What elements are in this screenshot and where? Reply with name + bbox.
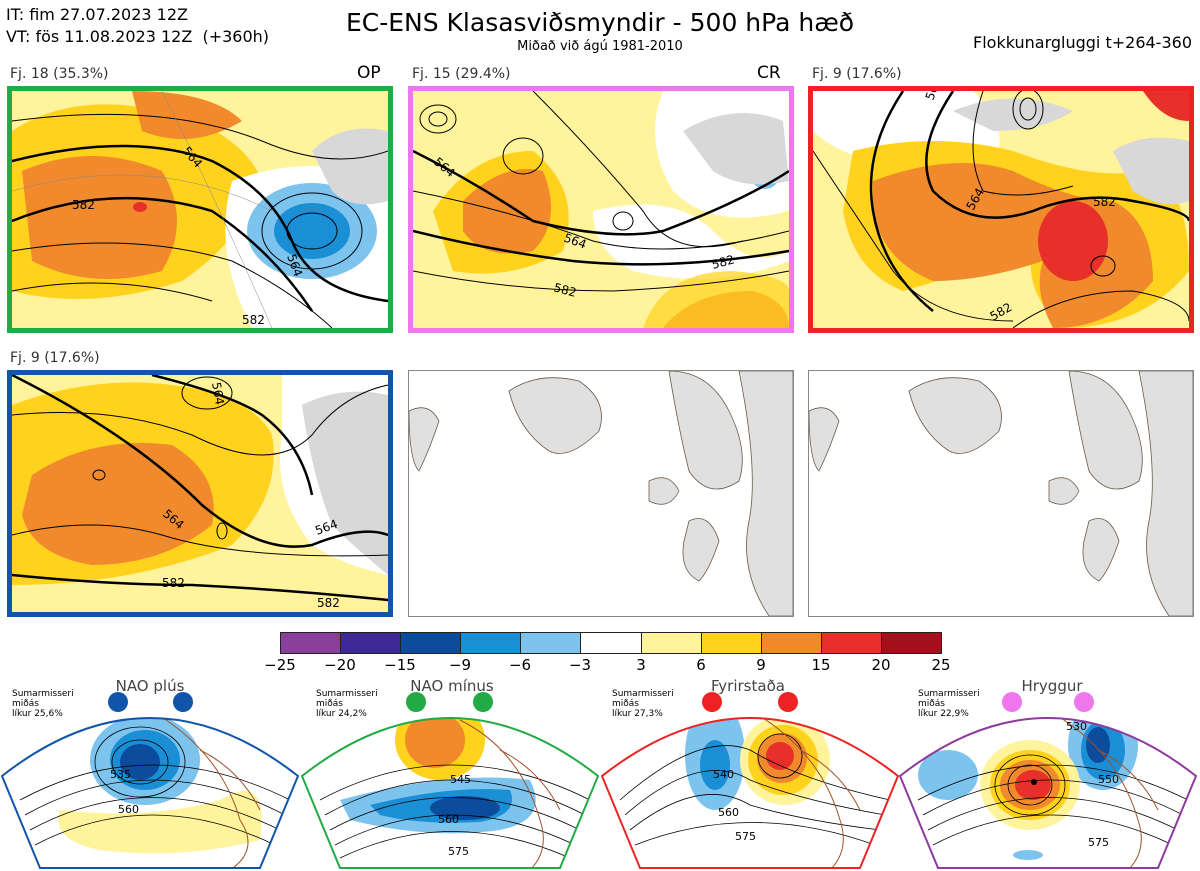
regime-2-title: NAO mínus (410, 677, 494, 695)
colorbar-swatch (881, 633, 942, 653)
regime-4-contour-label-3: 575 (1088, 836, 1109, 849)
cluster-map-1-graphic: 564 582 582 564 (12, 91, 388, 328)
regime-4-map: 530 550 575 (898, 692, 1198, 869)
empty-map-2-graphic (809, 371, 1193, 616)
classification-window: Flokkunargluggi t+264-360 (973, 33, 1192, 52)
regime-1-map: 535 560 (0, 692, 300, 869)
empty-map-1-graphic (409, 371, 793, 616)
colorbar-swatch (281, 633, 342, 653)
colorbar-swatch (521, 633, 582, 653)
panel-1-label: Fj. 18 (35.3%) (10, 66, 109, 82)
colorbar-tick: −15 (384, 656, 416, 674)
cluster-map-3: 564 564 582 582 (808, 86, 1194, 333)
colorbar-tick: −6 (508, 656, 532, 674)
panel-3-contour-label-1: 564 (923, 91, 944, 102)
page-subtitle: Miðað við ágú 1981-2010 (517, 39, 683, 54)
panel-2-contour-label-4: 582 (710, 252, 736, 271)
panel-2-tag: CR (757, 63, 781, 83)
panel-3-contour-label-3: 582 (1093, 195, 1116, 209)
colorbar-tick: −3 (568, 656, 592, 674)
regime-2-map: 545 560 575 (300, 692, 600, 869)
empty-map-2 (808, 370, 1194, 617)
regime-1-contour-label-2: 560 (118, 803, 139, 816)
panel-1-contour-label-2: 582 (72, 198, 95, 212)
regime-2-season: Sumarmisseri miðás líkur 24,2% (316, 689, 378, 719)
panel-3-label: Fj. 9 (17.6%) (812, 66, 902, 82)
regime-3-map: 540 560 575 (600, 692, 900, 869)
regime-4-season: Sumarmisseri miðás líkur 22,9% (918, 689, 980, 719)
colorbar-tick: 6 (696, 656, 706, 674)
regime-4-contour-label-2: 550 (1098, 773, 1119, 786)
empty-map-1 (408, 370, 794, 617)
cluster-map-2-graphic: 564 564 582 582 (413, 91, 789, 328)
colorbar-tick: −25 (264, 656, 296, 674)
colorbar-swatch (461, 633, 522, 653)
colorbar-swatch (761, 633, 822, 653)
cluster-map-4-graphic: 564 564 564 582 582 (12, 375, 388, 612)
colorbar-swatch (581, 633, 642, 653)
colorbar-tick: 15 (811, 656, 831, 674)
colorbar (280, 632, 942, 654)
colorbar-tick: 9 (756, 656, 766, 674)
panel-4-contour-label-4: 582 (162, 576, 185, 590)
valid-time: VT: fös 11.08.2023 12Z (+360h) (6, 27, 270, 46)
panel-2-label: Fj. 15 (29.4%) (412, 66, 511, 82)
regime-3-contour-label-1: 540 (713, 768, 734, 781)
regime-1-title: NAO plús (115, 677, 185, 695)
cluster-map-3-graphic: 564 564 582 582 (813, 91, 1189, 328)
colorbar-tick: 25 (931, 656, 951, 674)
regime-1-season: Sumarmisseri miðás líkur 25,6% (12, 689, 74, 719)
page-title: EC-ENS Klasasviðsmyndir - 500 hPa hæð (345, 8, 855, 37)
regime-1-contour-label-1: 535 (110, 768, 131, 781)
regime-3-title: Fyrirstaða (711, 677, 785, 695)
cluster-map-2: 564 564 582 582 (408, 86, 794, 333)
panel-1-contour-label-3: 582 (242, 313, 265, 327)
initial-time: IT: fim 27.07.2023 12Z (6, 5, 188, 24)
regime-3-season: Sumarmisseri miðás líkur 27,3% (612, 689, 674, 719)
regime-2-contour-label-2: 560 (438, 813, 459, 826)
regime-3-contour-label-2: 560 (718, 806, 739, 819)
panel-1-tag: OP (357, 63, 381, 83)
panel-2-contour-label-3: 582 (552, 280, 578, 299)
regime-4-title: Hryggur (1021, 677, 1083, 695)
colorbar-tick: −9 (448, 656, 472, 674)
colorbar-swatch (821, 633, 882, 653)
panel-4-label: Fj. 9 (17.6%) (10, 350, 100, 366)
regime-2-contour-label-1: 545 (450, 773, 471, 786)
colorbar-tick: −20 (324, 656, 356, 674)
cluster-map-1: 564 582 582 564 (7, 86, 393, 333)
colorbar-swatch (641, 633, 702, 653)
colorbar-swatch (341, 633, 402, 653)
panel-4-contour-label-5: 582 (317, 596, 340, 610)
regime-2-contour-label-3: 575 (448, 845, 469, 858)
colorbar-tick: 3 (636, 656, 646, 674)
regime-3-contour-label-3: 575 (735, 830, 756, 843)
cluster-map-4: 564 564 564 582 582 (7, 370, 393, 617)
panel-4-contour-label-2: 564 (209, 381, 227, 406)
colorbar-tick: 20 (871, 656, 891, 674)
regime-4-contour-label-1: 530 (1066, 720, 1087, 733)
colorbar-swatch (401, 633, 462, 653)
colorbar-swatch (701, 633, 762, 653)
